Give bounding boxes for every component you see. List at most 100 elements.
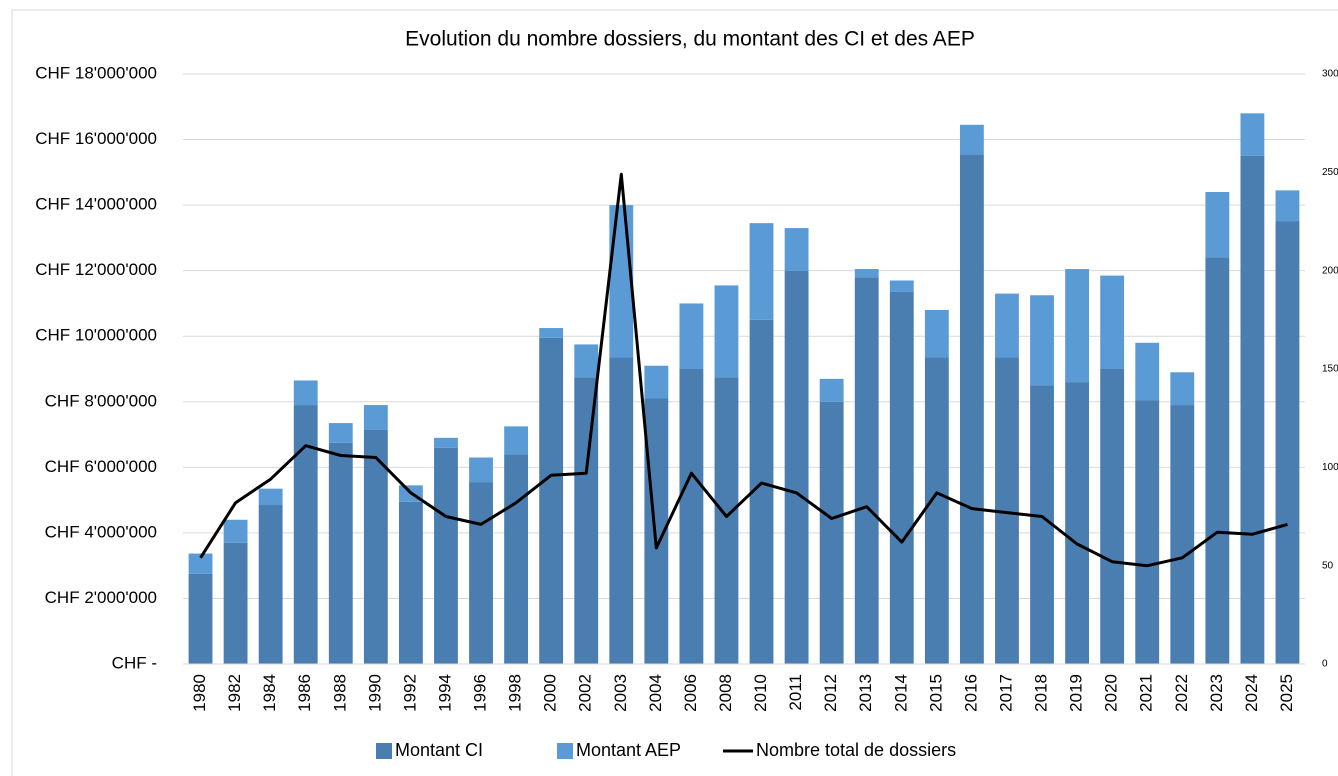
x-tick-label: 1986 <box>295 674 314 712</box>
bar <box>749 319 774 664</box>
bar <box>434 437 458 448</box>
x-tick-label: 2003 <box>611 674 630 712</box>
bar <box>328 442 353 664</box>
bar <box>1170 405 1195 664</box>
y2-tick-label: 0 <box>1322 659 1328 670</box>
y-tick-label: CHF 2'000'000 <box>45 588 157 607</box>
x-tick-label: 2010 <box>751 674 770 712</box>
bar <box>1065 382 1090 664</box>
legend-label: Nombre total de dossiers <box>756 740 956 760</box>
bar <box>539 328 564 338</box>
line <box>199 172 1288 568</box>
y-tick-label: CHF 18'000'000 <box>35 63 157 82</box>
bar <box>714 285 739 378</box>
bar <box>924 310 949 358</box>
bar <box>1100 275 1125 369</box>
legend-swatch <box>557 743 573 759</box>
x-tick-label: 1984 <box>260 674 279 712</box>
x-tick-label: 2018 <box>1032 674 1051 712</box>
y2-tick-label: 50 <box>1322 560 1334 571</box>
bar <box>1205 192 1230 258</box>
bar <box>574 344 599 378</box>
bar <box>223 542 248 664</box>
bar <box>434 447 458 664</box>
x-tick-label: 2019 <box>1067 674 1086 712</box>
bar <box>1135 342 1160 401</box>
x-tick-label: 1994 <box>435 674 454 712</box>
bar <box>398 501 423 664</box>
bar <box>469 457 493 483</box>
x-tick-label: 1990 <box>365 674 384 712</box>
y-tick-label: CHF 12'000'000 <box>35 260 157 279</box>
x-tick-label: 2021 <box>1137 674 1156 712</box>
bar <box>363 429 388 664</box>
bar <box>819 378 844 402</box>
bar <box>995 357 1019 664</box>
bar <box>784 270 809 664</box>
bar <box>258 488 283 506</box>
legend-label: Montant CI <box>395 740 483 760</box>
bar <box>889 280 914 292</box>
bar <box>679 303 704 369</box>
x-tick-label: 1998 <box>506 674 525 712</box>
bar <box>258 505 283 664</box>
bar <box>609 205 634 358</box>
bar <box>539 337 564 664</box>
x-tick-label: 1980 <box>190 674 209 712</box>
y2-tick-label: 300 <box>1322 69 1338 80</box>
bar <box>1240 155 1265 664</box>
x-tick-label: 2002 <box>576 674 595 712</box>
y2-tick-label: 150 <box>1322 364 1338 375</box>
chart-title: Evolution du nombre dossiers, du montant… <box>405 28 975 51</box>
bar <box>714 377 739 664</box>
bar <box>854 277 879 664</box>
bar <box>1205 257 1230 664</box>
bar <box>293 380 318 406</box>
legend-swatch <box>376 743 392 759</box>
bar <box>1170 372 1195 406</box>
x-tick-label: 2008 <box>716 674 735 712</box>
bar <box>995 293 1019 358</box>
bar <box>854 269 879 278</box>
bar <box>644 365 669 399</box>
y-tick-label: CHF - <box>112 653 157 672</box>
bar <box>889 291 914 664</box>
x-tick-label: 2017 <box>996 674 1015 712</box>
bar <box>644 398 669 664</box>
bar <box>328 423 353 443</box>
y-tick-label: CHF 14'000'000 <box>35 195 157 214</box>
bar <box>819 401 844 664</box>
bar <box>223 519 248 543</box>
bar <box>959 154 984 665</box>
bar <box>188 553 213 574</box>
y-tick-label: CHF 8'000'000 <box>45 391 157 410</box>
bar <box>1135 400 1160 664</box>
bar <box>504 426 529 455</box>
bar <box>749 223 774 320</box>
bar <box>1100 369 1125 664</box>
bar <box>1030 385 1054 664</box>
bar <box>574 377 599 664</box>
x-tick-label: 2004 <box>646 674 665 712</box>
y2-tick-label: 200 <box>1322 265 1338 276</box>
x-tick-label: 1982 <box>225 674 244 712</box>
bar <box>469 482 493 664</box>
x-tick-label: 2013 <box>856 674 875 712</box>
bar <box>293 405 318 664</box>
bar <box>504 454 529 664</box>
y-tick-label: CHF 4'000'000 <box>45 522 157 541</box>
bar <box>1030 295 1054 386</box>
x-tick-label: 2014 <box>891 674 910 712</box>
y-tick-label: CHF 16'000'000 <box>35 129 157 148</box>
legend-label: Montant AEP <box>576 740 681 760</box>
bar <box>924 357 949 664</box>
x-tick-label: 2000 <box>541 674 560 712</box>
x-tick-label: 2020 <box>1102 674 1121 712</box>
x-tick-label: 1996 <box>471 674 490 712</box>
y2-tick-label: 250 <box>1322 167 1338 178</box>
bar <box>959 124 984 155</box>
x-tick-label: 2016 <box>961 674 980 712</box>
x-tick-label: 2006 <box>681 674 700 712</box>
bar <box>363 405 388 430</box>
